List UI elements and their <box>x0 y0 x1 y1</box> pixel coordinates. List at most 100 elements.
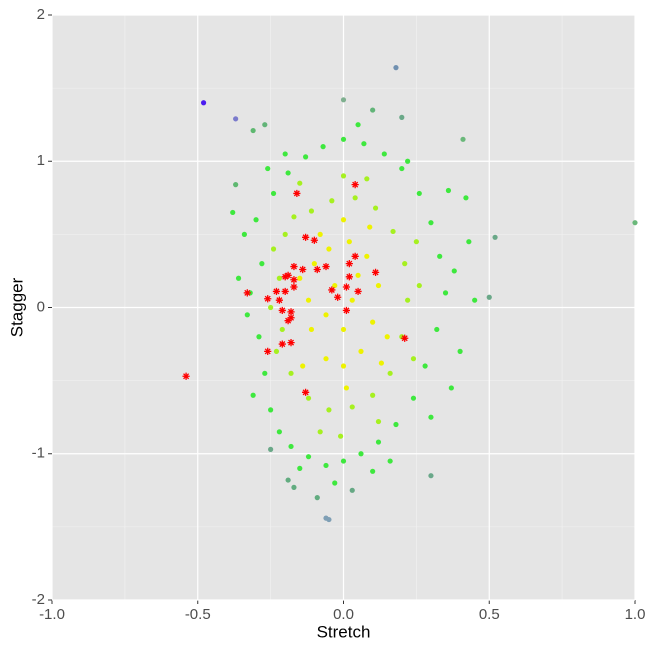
star-point <box>302 233 310 241</box>
point <box>268 407 274 413</box>
point <box>305 297 312 303</box>
point <box>384 334 390 340</box>
star-point <box>290 262 298 271</box>
point <box>340 173 347 179</box>
point <box>259 261 265 267</box>
point <box>268 304 274 311</box>
point <box>340 217 347 223</box>
point <box>349 487 355 493</box>
point <box>317 231 323 237</box>
point <box>378 360 384 366</box>
star-point <box>342 283 351 291</box>
star-point <box>243 289 251 297</box>
point <box>364 176 370 182</box>
point <box>323 462 329 469</box>
point <box>361 141 367 147</box>
point <box>268 446 274 452</box>
point <box>233 182 239 188</box>
point <box>428 414 434 420</box>
star-point <box>293 189 301 198</box>
point <box>270 190 277 197</box>
point <box>291 484 297 490</box>
y-tick-label: -2 <box>32 591 45 608</box>
point <box>235 275 242 281</box>
star-point <box>182 372 190 380</box>
star-point <box>287 308 295 316</box>
star-point <box>334 293 342 301</box>
point <box>375 418 382 425</box>
point <box>340 363 347 369</box>
point <box>632 220 638 226</box>
point <box>340 97 347 103</box>
point <box>320 144 326 150</box>
y-tick-label: 0 <box>37 298 45 315</box>
star-point <box>278 306 286 315</box>
point <box>393 421 399 428</box>
point <box>291 214 297 220</box>
star-point <box>371 268 380 276</box>
point <box>311 261 317 267</box>
star-point <box>345 260 353 268</box>
point <box>349 297 355 303</box>
point <box>413 239 419 245</box>
point <box>343 385 350 391</box>
point <box>393 65 399 71</box>
star-point <box>278 340 286 348</box>
point <box>355 122 361 128</box>
point <box>270 246 277 252</box>
point <box>285 477 291 483</box>
point <box>448 385 454 391</box>
point <box>297 180 303 186</box>
point <box>370 107 376 113</box>
point <box>349 404 355 410</box>
point <box>416 190 422 197</box>
point <box>230 209 236 216</box>
point <box>367 224 373 230</box>
point <box>282 231 288 237</box>
point <box>300 363 306 369</box>
point <box>244 312 250 318</box>
point <box>262 122 268 128</box>
point <box>486 294 492 300</box>
point <box>317 429 323 435</box>
point <box>256 334 262 340</box>
x-tick-label: -1.0 <box>39 606 65 623</box>
point <box>314 495 320 501</box>
star-point <box>290 283 298 291</box>
point <box>288 370 294 376</box>
point <box>372 205 379 211</box>
point <box>416 282 422 289</box>
point <box>308 208 315 214</box>
point <box>460 136 466 142</box>
y-tick-label: 2 <box>37 6 45 23</box>
point <box>323 356 329 362</box>
point <box>273 348 280 354</box>
point <box>337 433 344 439</box>
star-point <box>284 271 292 279</box>
point <box>410 356 417 362</box>
point <box>381 151 387 157</box>
point <box>326 516 332 523</box>
point <box>308 326 315 333</box>
point <box>370 319 376 325</box>
point <box>282 151 288 157</box>
star-point <box>287 339 295 347</box>
star-point <box>401 334 409 342</box>
star-point <box>284 317 292 325</box>
star-point <box>342 306 351 315</box>
point <box>399 114 405 120</box>
point <box>492 234 498 240</box>
point <box>390 228 396 235</box>
star-point <box>354 287 362 296</box>
point <box>358 451 364 457</box>
star-point <box>281 273 289 281</box>
star-point <box>328 286 336 294</box>
point <box>332 282 338 289</box>
point <box>233 116 239 122</box>
star-point <box>299 265 307 274</box>
point <box>323 312 329 318</box>
point <box>402 261 408 267</box>
point <box>340 326 347 333</box>
star-point <box>351 181 359 189</box>
